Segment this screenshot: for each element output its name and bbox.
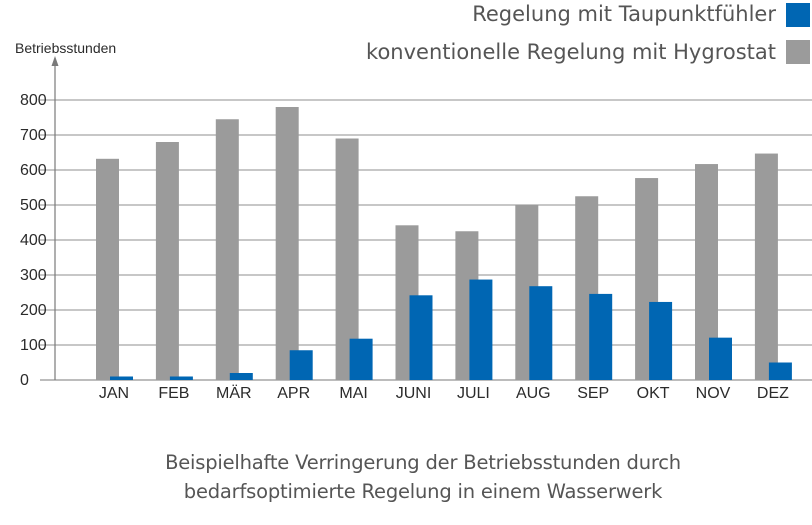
x-tick-label: NOV xyxy=(696,385,731,402)
x-tick-label: SEP xyxy=(577,385,609,402)
bar-hygrostat xyxy=(754,153,778,380)
caption: Beispielhafte Verringerung der Betriebss… xyxy=(0,448,812,506)
bar-taupunkt xyxy=(169,376,193,380)
bar-taupunkt xyxy=(709,337,732,380)
caption-line-2: bedarfsoptimierte Regelung in einem Wass… xyxy=(183,480,663,503)
bar-taupunkt xyxy=(229,373,253,380)
y-tick-label: 300 xyxy=(20,267,47,284)
bar-taupunkt xyxy=(529,286,553,380)
x-tick-label: MAI xyxy=(339,385,367,402)
bar-taupunkt xyxy=(589,293,613,380)
legend: Regelung mit Taupunktfühler konventionel… xyxy=(366,2,810,64)
bar-taupunkt xyxy=(768,362,792,380)
x-tick-label: FEB xyxy=(158,385,189,402)
legend-label-hygrostat: konventionelle Regelung mit Hygrostat xyxy=(366,40,776,64)
y-tick-label: 700 xyxy=(20,127,47,144)
bar-taupunkt xyxy=(649,301,673,380)
legend-label-taupunkt: Regelung mit Taupunktfühler xyxy=(472,2,776,26)
y-tick-label: 0 xyxy=(20,372,29,389)
x-tick-label: MÄR xyxy=(216,384,252,402)
y-tick-label: 200 xyxy=(20,302,47,319)
x-tick-label: APR xyxy=(277,385,310,402)
x-tick-label: JULI xyxy=(457,385,490,402)
caption-line-1: Beispielhafte Verringerung der Betriebss… xyxy=(165,451,681,474)
bar-layer xyxy=(96,107,792,380)
x-tick-label: AUG xyxy=(516,385,551,402)
bar-taupunkt xyxy=(409,295,433,380)
y-tick-label: 500 xyxy=(20,197,47,214)
bar-hygrostat xyxy=(695,164,718,380)
axis-layer: Betriebsstunden xyxy=(15,40,116,380)
y-tick-label: 600 xyxy=(20,162,47,179)
bar-hygrostat xyxy=(275,107,299,380)
x-tick-label: JAN xyxy=(99,385,129,402)
bar-hygrostat xyxy=(155,142,179,380)
x-tick-label: OKT xyxy=(637,385,670,402)
x-tick-label: DEZ xyxy=(757,385,789,402)
y-axis-arrow-icon xyxy=(51,56,59,66)
tick-layer: 0 100 200 300 400 500 600 700 800 JAN FEB MÄR APR MAI… xyxy=(20,92,789,402)
bar-hygrostat xyxy=(335,138,359,380)
bar-taupunkt xyxy=(469,279,493,380)
legend-swatch-taupunkt xyxy=(786,3,810,27)
y-tick-label: 400 xyxy=(20,232,47,249)
bar-taupunkt xyxy=(289,350,313,380)
bar-hygrostat xyxy=(96,158,119,380)
y-tick-label: 100 xyxy=(20,337,47,354)
x-tick-label: JUNI xyxy=(396,385,432,402)
bar-taupunkt xyxy=(349,338,373,380)
y-tick-label: 800 xyxy=(20,92,47,109)
bar-hygrostat xyxy=(215,119,239,380)
bar-taupunkt xyxy=(110,376,133,380)
y-axis-label: Betriebsstunden xyxy=(15,40,116,56)
legend-swatch-hygrostat xyxy=(786,40,810,64)
